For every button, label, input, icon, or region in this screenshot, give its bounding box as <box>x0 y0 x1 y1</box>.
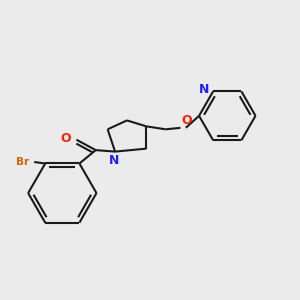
Text: O: O <box>182 114 192 127</box>
Text: N: N <box>199 83 210 96</box>
Text: Br: Br <box>16 157 29 167</box>
Text: N: N <box>108 154 119 167</box>
Text: O: O <box>61 132 71 145</box>
